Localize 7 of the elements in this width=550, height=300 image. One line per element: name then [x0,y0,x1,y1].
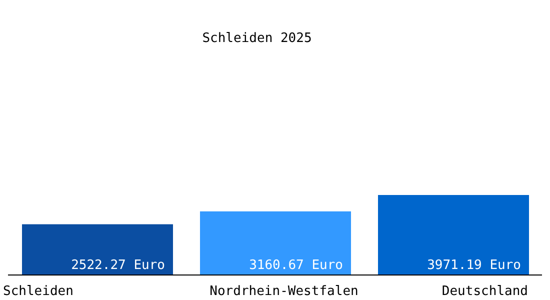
data-label: 3160.67 Euro [249,258,343,273]
x-tick-label: Schleiden [3,284,74,299]
chart-title: Schleiden 2025 [201,31,313,46]
data-label: 3971.19 Euro [427,258,521,273]
x-tick-label: Deutschland [442,284,528,299]
x-tick-label: Nordrhein-Westfalen [210,284,358,299]
data-label: 2522.27 Euro [71,258,165,273]
